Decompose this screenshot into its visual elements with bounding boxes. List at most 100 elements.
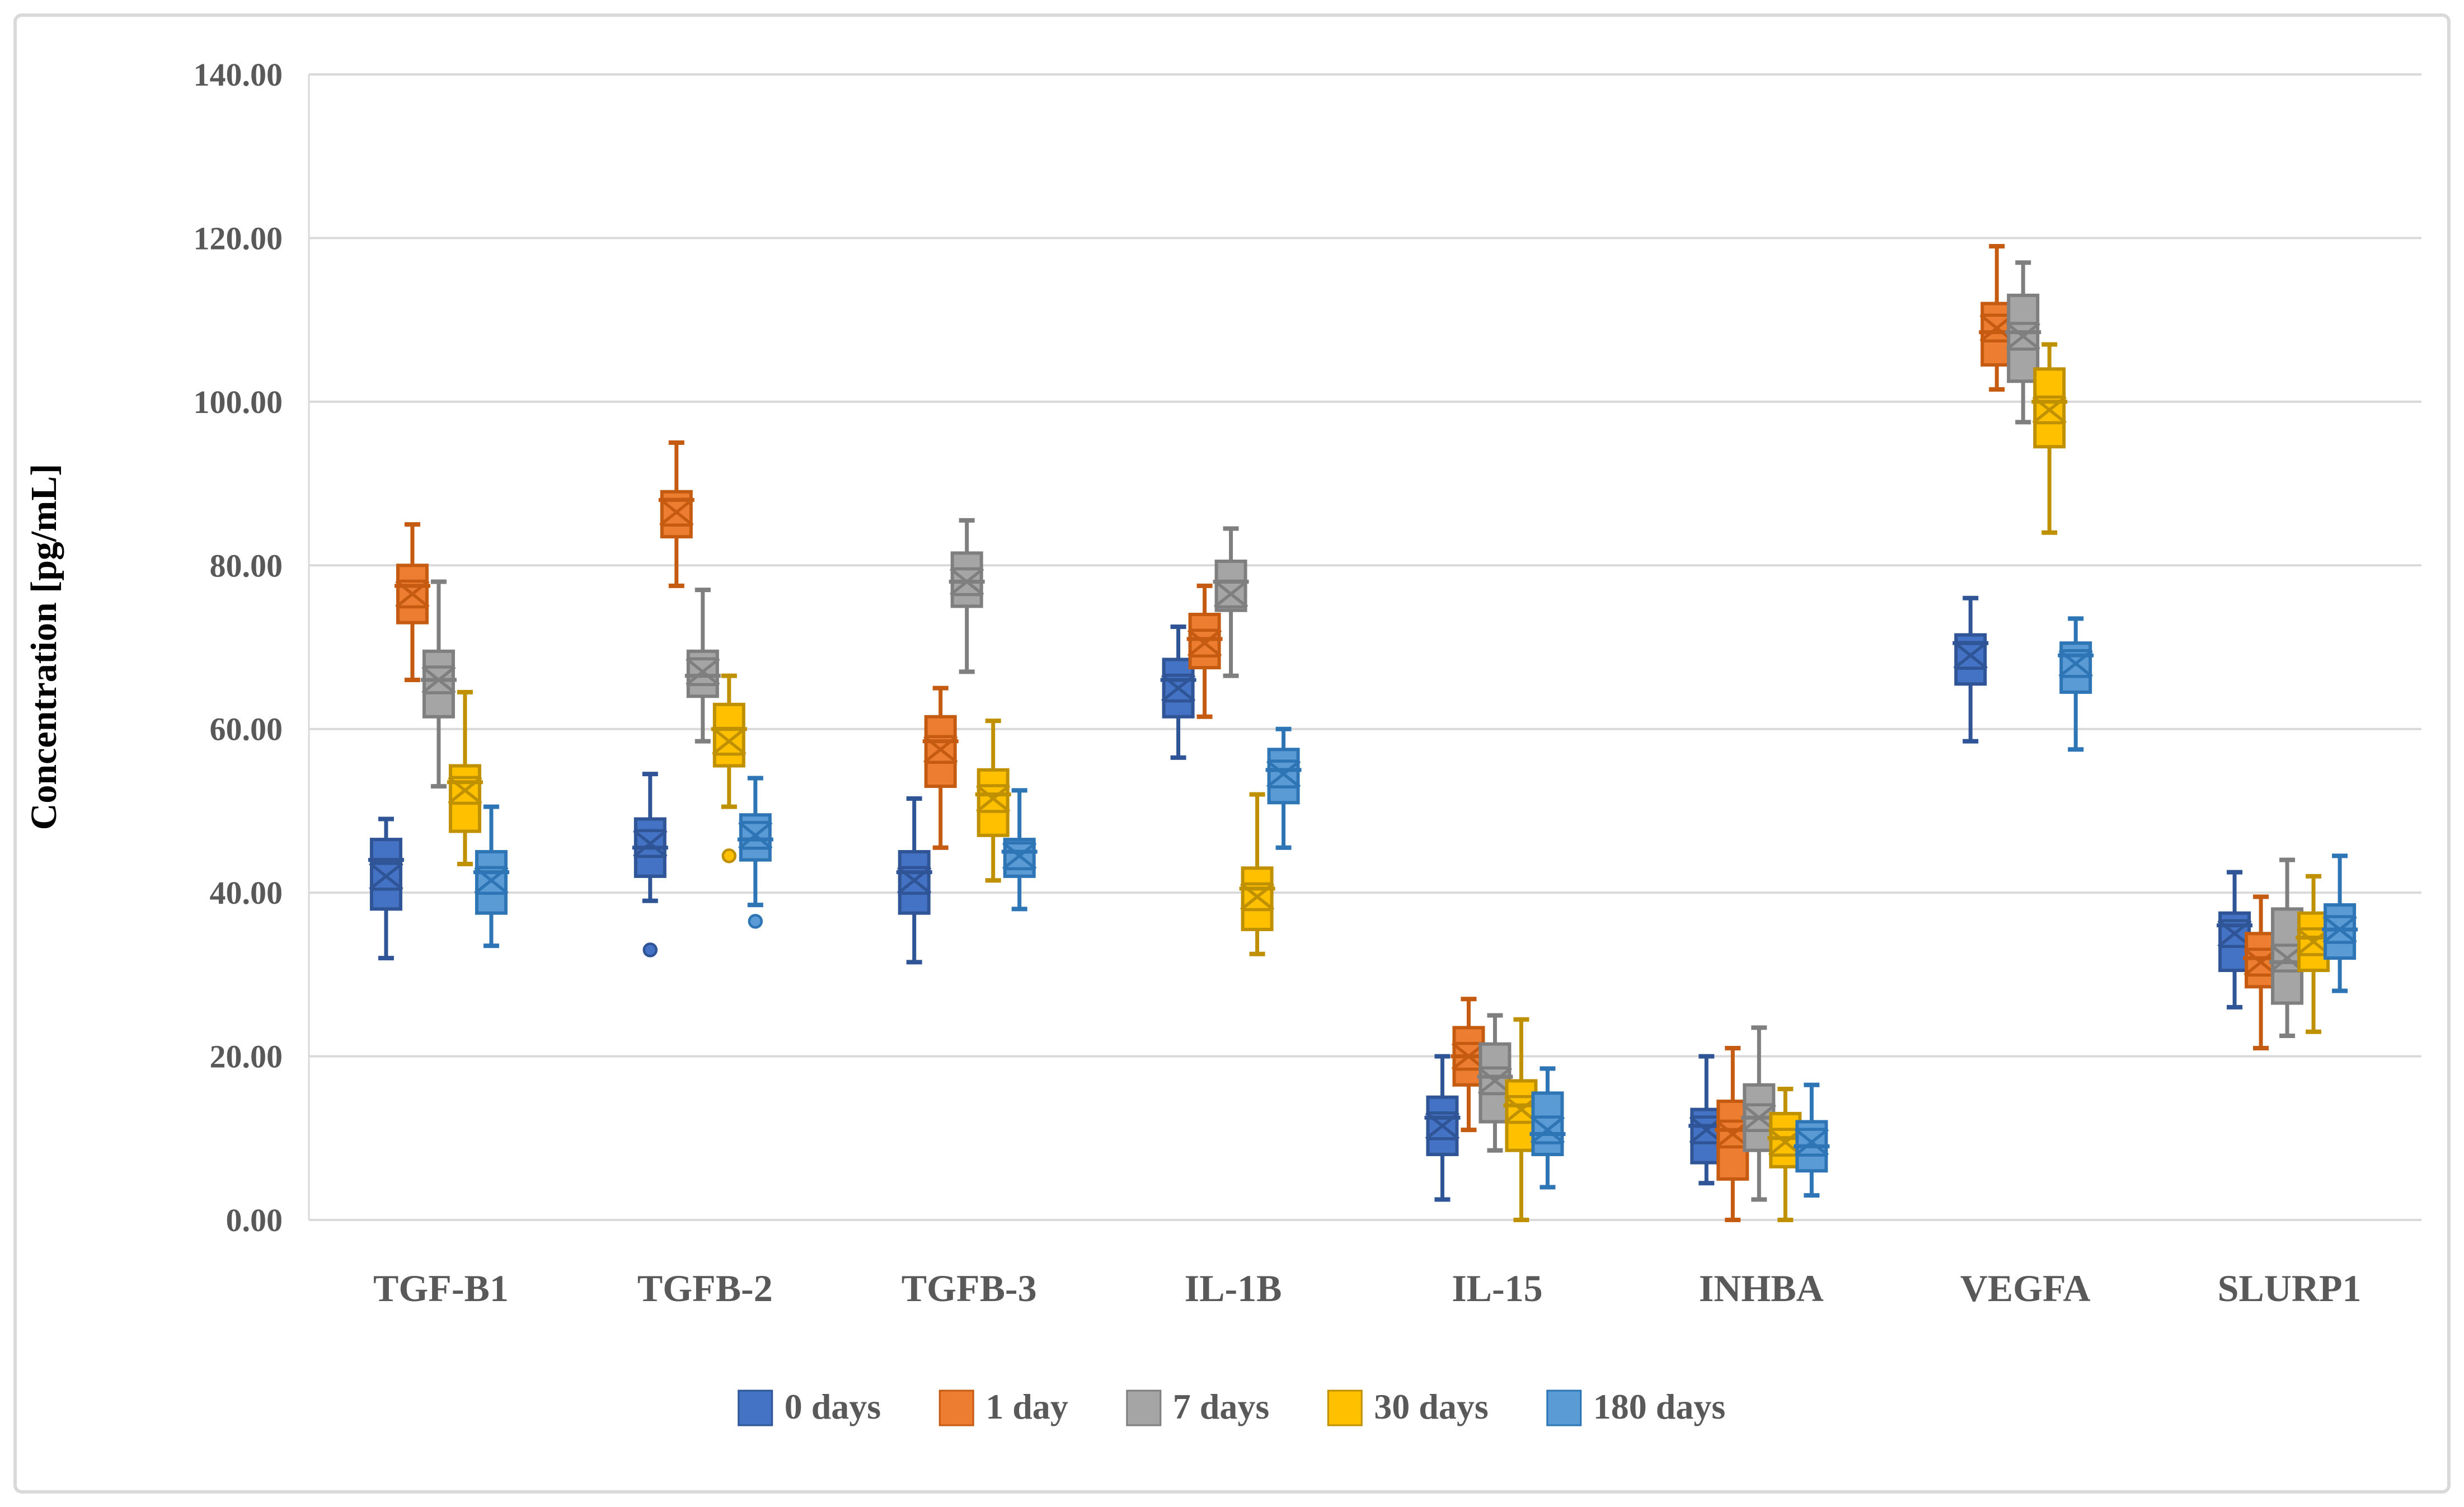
legend: 0 days 1 day 7 days 30 days 180 days [738, 1387, 1726, 1426]
mean-marker-diagonal [923, 735, 958, 764]
legend-item-0-days: 0 days [738, 1387, 881, 1426]
iqr-box [2033, 367, 2066, 449]
figure-border [13, 13, 2451, 1494]
mean-marker-diagonal [1266, 759, 1301, 788]
legend-item-label: 180 days [1593, 1387, 1726, 1426]
outlier-point-TGFB-2-30-days [721, 848, 737, 863]
x-category-label: TGFB-3 [902, 1267, 1037, 1309]
legend-item-label: 1 day [985, 1387, 1068, 1426]
y-axis-tick-labels: 0.00 20.00 40.00 60.00 80.00 100.00 120.00 140.… [194, 57, 283, 1238]
box-IL-1B-30-days [1239, 792, 1275, 956]
legend-item-180-days: 180 days [1546, 1387, 1726, 1426]
x-category-label: VEGFA [1960, 1267, 2091, 1309]
box-INHBA-180-days [1794, 1082, 1830, 1198]
box-series [368, 244, 2358, 1222]
y-tick-label: 80.00 [210, 547, 283, 584]
y-tick-label: 120.00 [194, 220, 283, 256]
box-VEGFA-30-days [2031, 342, 2068, 535]
box-IL-1B-1-day [1186, 583, 1223, 719]
outlier-point-TGFB-2-0-days [642, 942, 658, 957]
box-SLURP1-7-days [2269, 857, 2306, 1039]
box-TGFB-3-0-days [896, 796, 932, 965]
box-TGFB-2-180-days [737, 776, 773, 908]
legend-item-1-day: 1 day [938, 1387, 1068, 1426]
y-tick-label: 40.00 [210, 875, 283, 911]
mean-marker-diagonal [2322, 915, 2357, 944]
box-TGF-B1-7-days [420, 579, 457, 789]
box-TGFB-2-0-days [632, 772, 668, 903]
y-tick-label: 60.00 [210, 711, 283, 748]
mean-marker-diagonal [659, 498, 694, 527]
box-SLURP1-180-days [2322, 853, 2358, 993]
mean-marker-diagonal [975, 784, 1011, 813]
mean-marker-diagonal [1240, 882, 1275, 911]
x-category-label: TGFB-2 [637, 1267, 773, 1309]
legend-swatch-icon [738, 1389, 773, 1426]
iqr-box [2245, 932, 2278, 989]
y-tick-label: 20.00 [210, 1039, 283, 1075]
box-VEGFA-1-day [1979, 244, 2015, 392]
mean-marker-diagonal [1477, 1067, 1513, 1095]
iqr-box [1188, 613, 1221, 670]
mean-marker-diagonal [949, 567, 984, 596]
mean-marker-diagonal [1953, 641, 1988, 670]
series-1-day [394, 244, 2279, 1222]
box-TGFB-2-7-days [684, 588, 721, 744]
mean-marker-diagonal [1794, 1128, 1829, 1157]
legend-swatch-icon [938, 1389, 974, 1426]
mean-marker-diagonal [712, 727, 747, 755]
box-VEGFA-0-days [1953, 595, 1989, 744]
iqr-box [1267, 748, 1300, 805]
box-IL-1B-0-days [1160, 624, 1196, 760]
x-category-label: INHBA [1699, 1267, 1824, 1309]
x-category-label: TGF-B1 [373, 1267, 509, 1309]
mean-marker-diagonal [1213, 580, 1249, 608]
gridlines [308, 73, 2421, 1221]
iqr-box [369, 838, 402, 911]
box-TGFB-2-1-day [658, 440, 694, 588]
legend-swatch-icon [1327, 1389, 1363, 1426]
legend-swatch-icon [1126, 1389, 1162, 1426]
legend-item-label: 0 days [785, 1387, 881, 1426]
mean-marker-diagonal [474, 866, 509, 895]
legend-item-label: 30 days [1374, 1387, 1489, 1426]
mean-marker-diagonal [2217, 919, 2252, 948]
iqr-box [422, 649, 455, 719]
iqr-box [2007, 293, 2040, 383]
iqr-box [1241, 866, 1274, 931]
x-category-label: IL-15 [1452, 1267, 1542, 1309]
y-tick-label: 100.00 [194, 384, 283, 420]
iqr-box [1162, 658, 1195, 719]
y-tick-label: 140.00 [194, 57, 283, 93]
iqr-box [2271, 907, 2304, 1005]
y-axis-title: Concentration [pg/mL] [24, 464, 64, 830]
box-TGF-B1-180-days [473, 804, 509, 949]
legend-item-label: 7 days [1173, 1387, 1270, 1426]
legend-item-7-days: 7 days [1126, 1387, 1270, 1426]
mean-marker-diagonal [738, 821, 773, 849]
box-TGFB-3-7-days [949, 518, 985, 674]
mean-marker-diagonal [369, 862, 403, 891]
iqr-box [950, 551, 983, 608]
outlier-point-TGFB-2-180-days [748, 914, 763, 929]
box-TGFB-2-30-days [711, 673, 747, 809]
mean-marker-diagonal [2058, 649, 2093, 678]
box-TGF-B1-30-days [447, 689, 483, 866]
mean-marker-diagonal [1425, 1111, 1460, 1140]
mean-marker-diagonal [421, 665, 456, 694]
mean-marker-diagonal [897, 866, 932, 895]
y-tick-label: 0.00 [226, 1202, 283, 1238]
mean-marker-diagonal [1002, 842, 1037, 870]
series-30-days [447, 342, 2332, 1222]
box-TGFB-3-180-days [1001, 788, 1038, 912]
mean-marker-diagonal [395, 580, 430, 608]
box-TGFB-3-1-day [922, 686, 959, 850]
legend-item-30-days: 30 days [1327, 1387, 1489, 1426]
mean-marker-diagonal [1161, 674, 1196, 702]
iqr-box [475, 850, 508, 915]
mean-marker-diagonal [1187, 629, 1222, 658]
series-0-days [368, 595, 2253, 1202]
x-category-label: IL-1B [1185, 1267, 1282, 1309]
mean-marker-diagonal [1742, 1104, 1777, 1132]
